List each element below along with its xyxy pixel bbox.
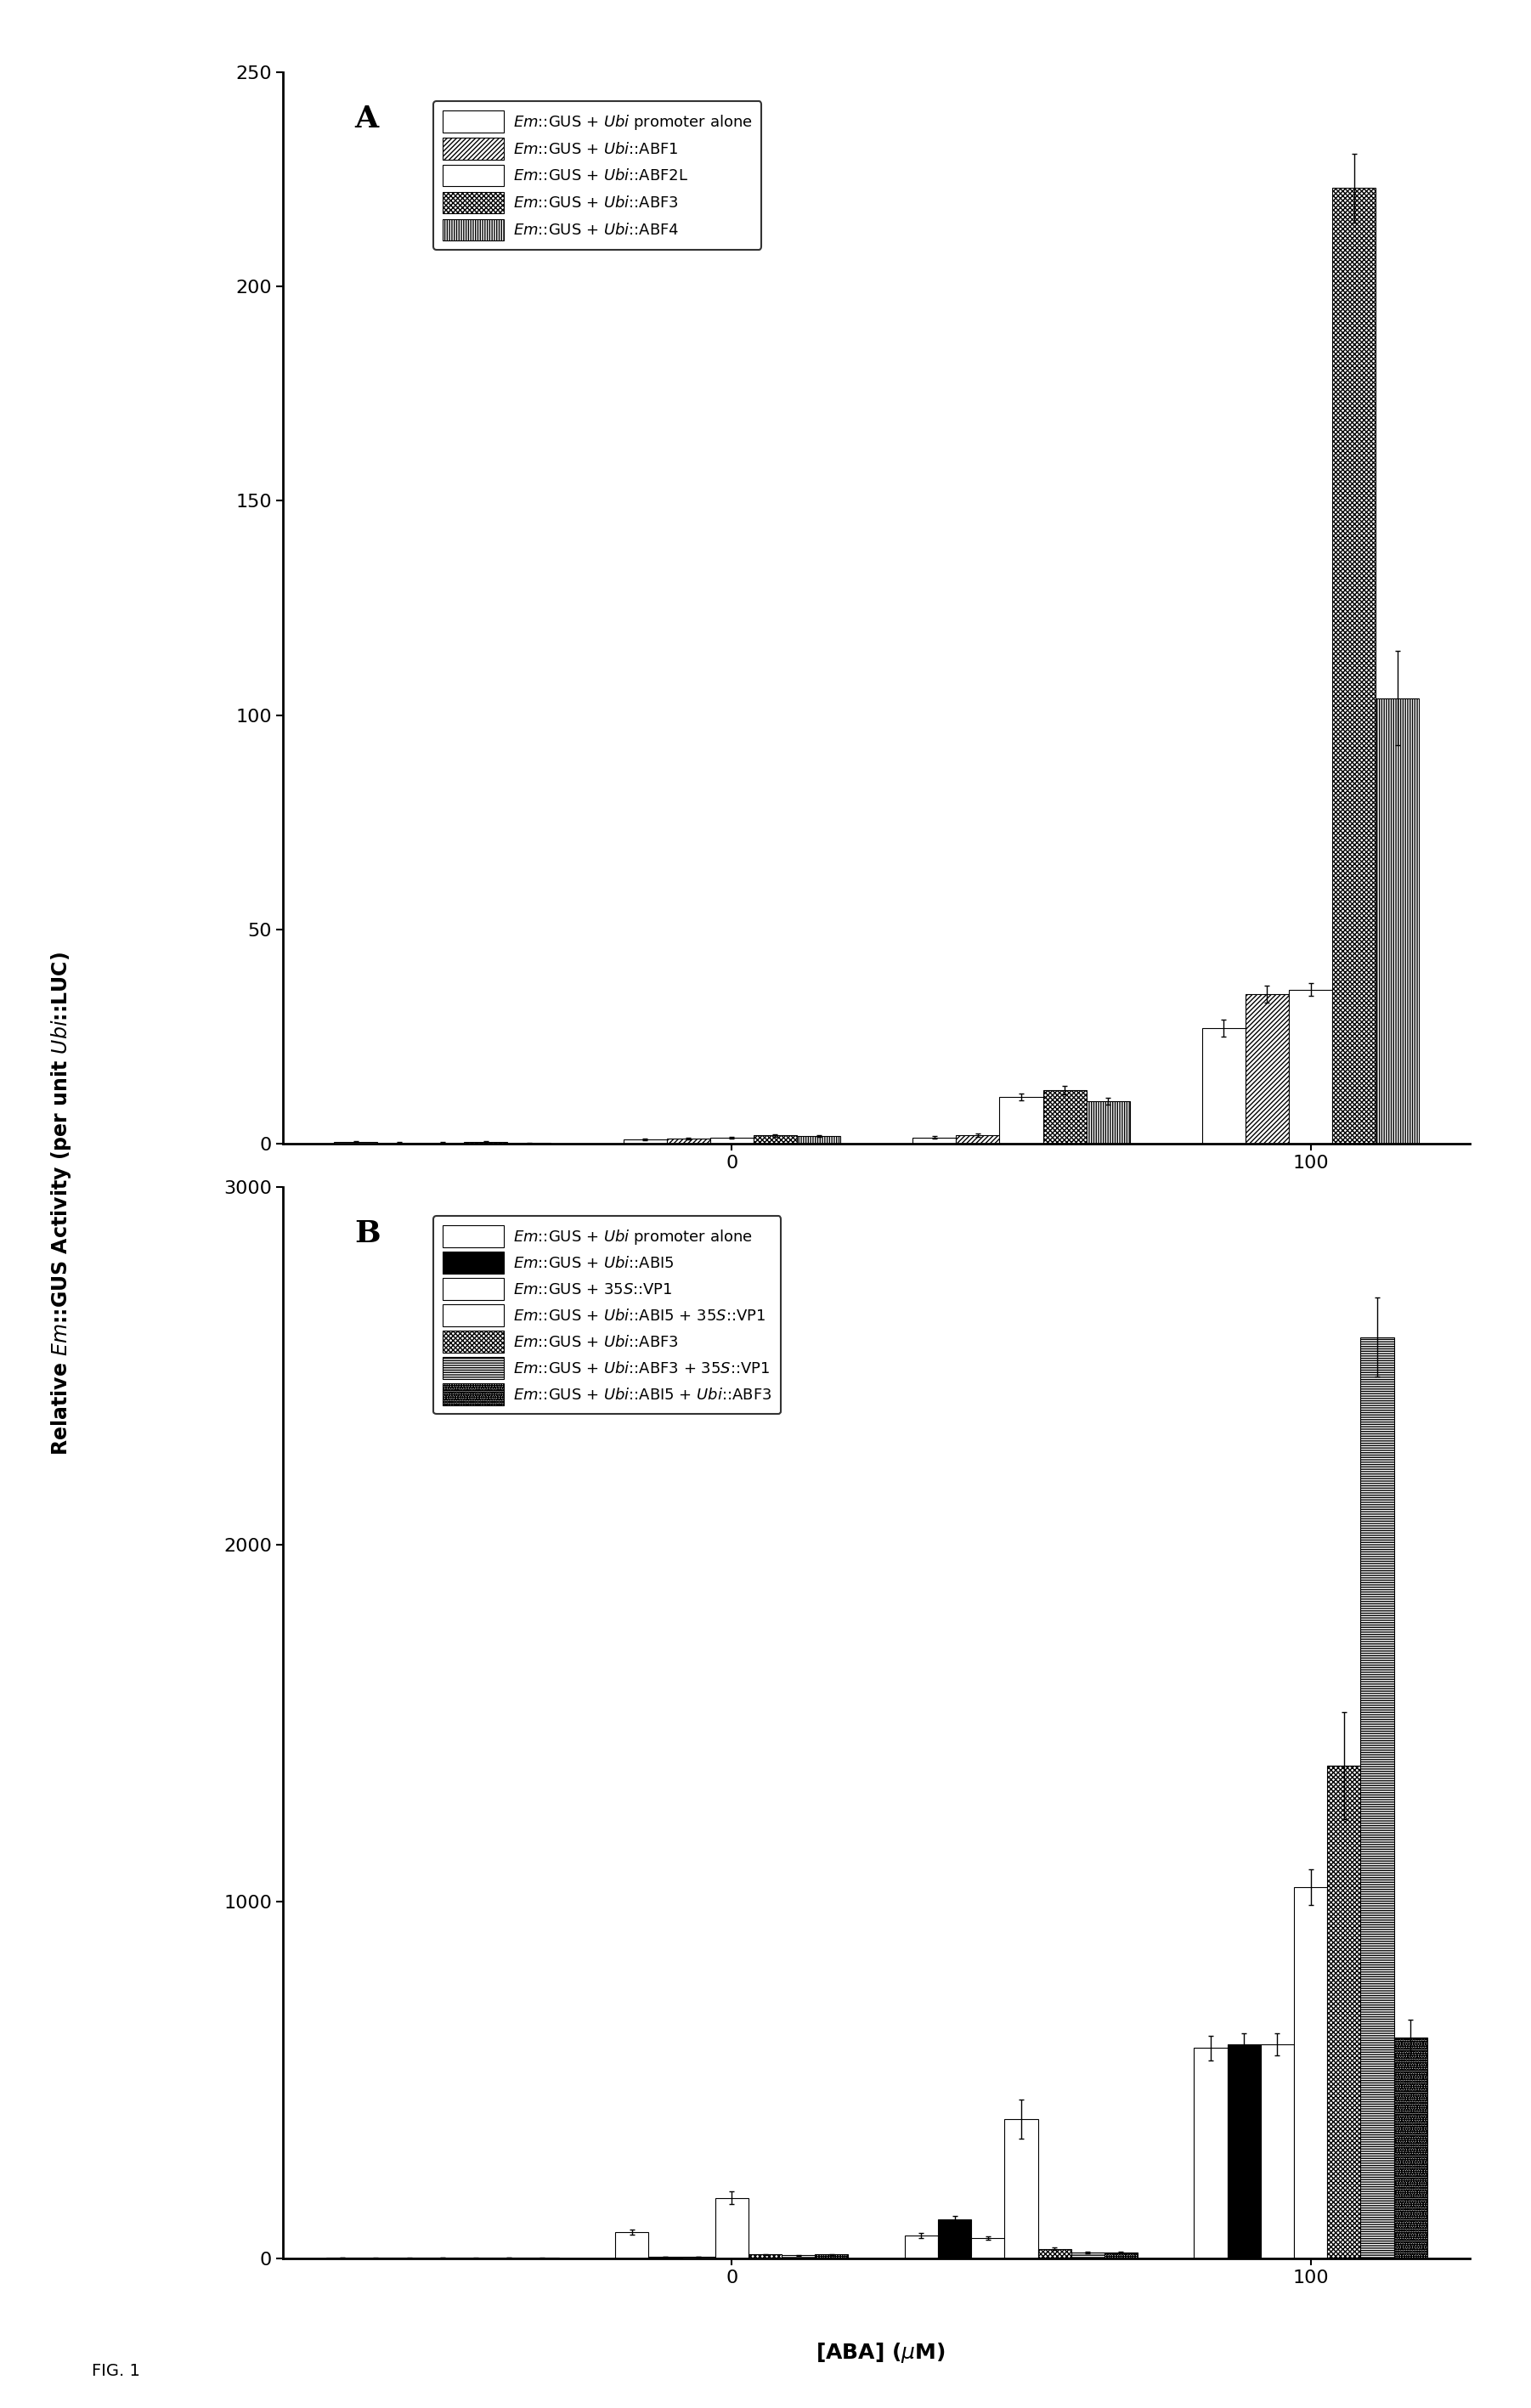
Bar	[615, 2232, 649, 2259]
Bar	[1260, 2044, 1294, 2259]
Bar	[715, 2199, 749, 2259]
Bar	[753, 1134, 798, 1144]
Bar	[1087, 1100, 1130, 1144]
Bar	[623, 1139, 666, 1144]
Bar	[1104, 2251, 1138, 2259]
Bar	[1038, 2249, 1072, 2259]
Text: FIG. 1: FIG. 1	[92, 2362, 141, 2379]
Bar	[1228, 2044, 1260, 2259]
Bar	[1327, 1765, 1361, 2259]
Bar	[1393, 2037, 1427, 2259]
Bar	[666, 1139, 710, 1144]
Bar	[1246, 995, 1289, 1144]
Bar	[814, 2254, 848, 2259]
Bar	[1332, 188, 1376, 1144]
Bar	[955, 1134, 1000, 1144]
Bar	[1004, 2119, 1038, 2259]
Bar	[798, 1137, 841, 1144]
Bar	[710, 1137, 753, 1144]
Bar	[1289, 990, 1332, 1144]
Bar	[1000, 1096, 1043, 1144]
Bar	[1043, 1091, 1087, 1144]
Bar	[939, 2220, 971, 2259]
Text: Relative $\it{Em}$::GUS Activity (per unit $\it{Ubi}$::LUC): Relative $\it{Em}$::GUS Activity (per un…	[49, 951, 73, 1457]
Text: [ABA] ($\mu$M): [ABA] ($\mu$M)	[816, 2341, 945, 2365]
Bar	[782, 2256, 814, 2259]
Bar	[1361, 1336, 1393, 2259]
Bar	[1202, 1028, 1246, 1144]
Bar	[971, 2237, 1004, 2259]
Legend: $\it{Em}$::GUS + $\it{Ubi}$ promoter alone, $\it{Em}$::GUS + $\it{Ubi}$::ABI5, $: $\it{Em}$::GUS + $\it{Ubi}$ promoter alo…	[433, 1216, 781, 1413]
Bar	[905, 2235, 939, 2259]
Bar	[912, 1137, 955, 1144]
Text: B: B	[355, 1218, 380, 1247]
Bar	[749, 2254, 782, 2259]
Bar	[1194, 2047, 1228, 2259]
Legend: $\it{Em}$::GUS + $\it{Ubi}$ promoter alone, $\it{Em}$::GUS + $\it{Ubi}$::ABF1, $: $\it{Em}$::GUS + $\it{Ubi}$ promoter alo…	[433, 101, 761, 250]
Text: A: A	[355, 104, 378, 132]
Bar	[1072, 2251, 1104, 2259]
Bar	[1294, 1888, 1327, 2259]
Bar	[1376, 698, 1419, 1144]
